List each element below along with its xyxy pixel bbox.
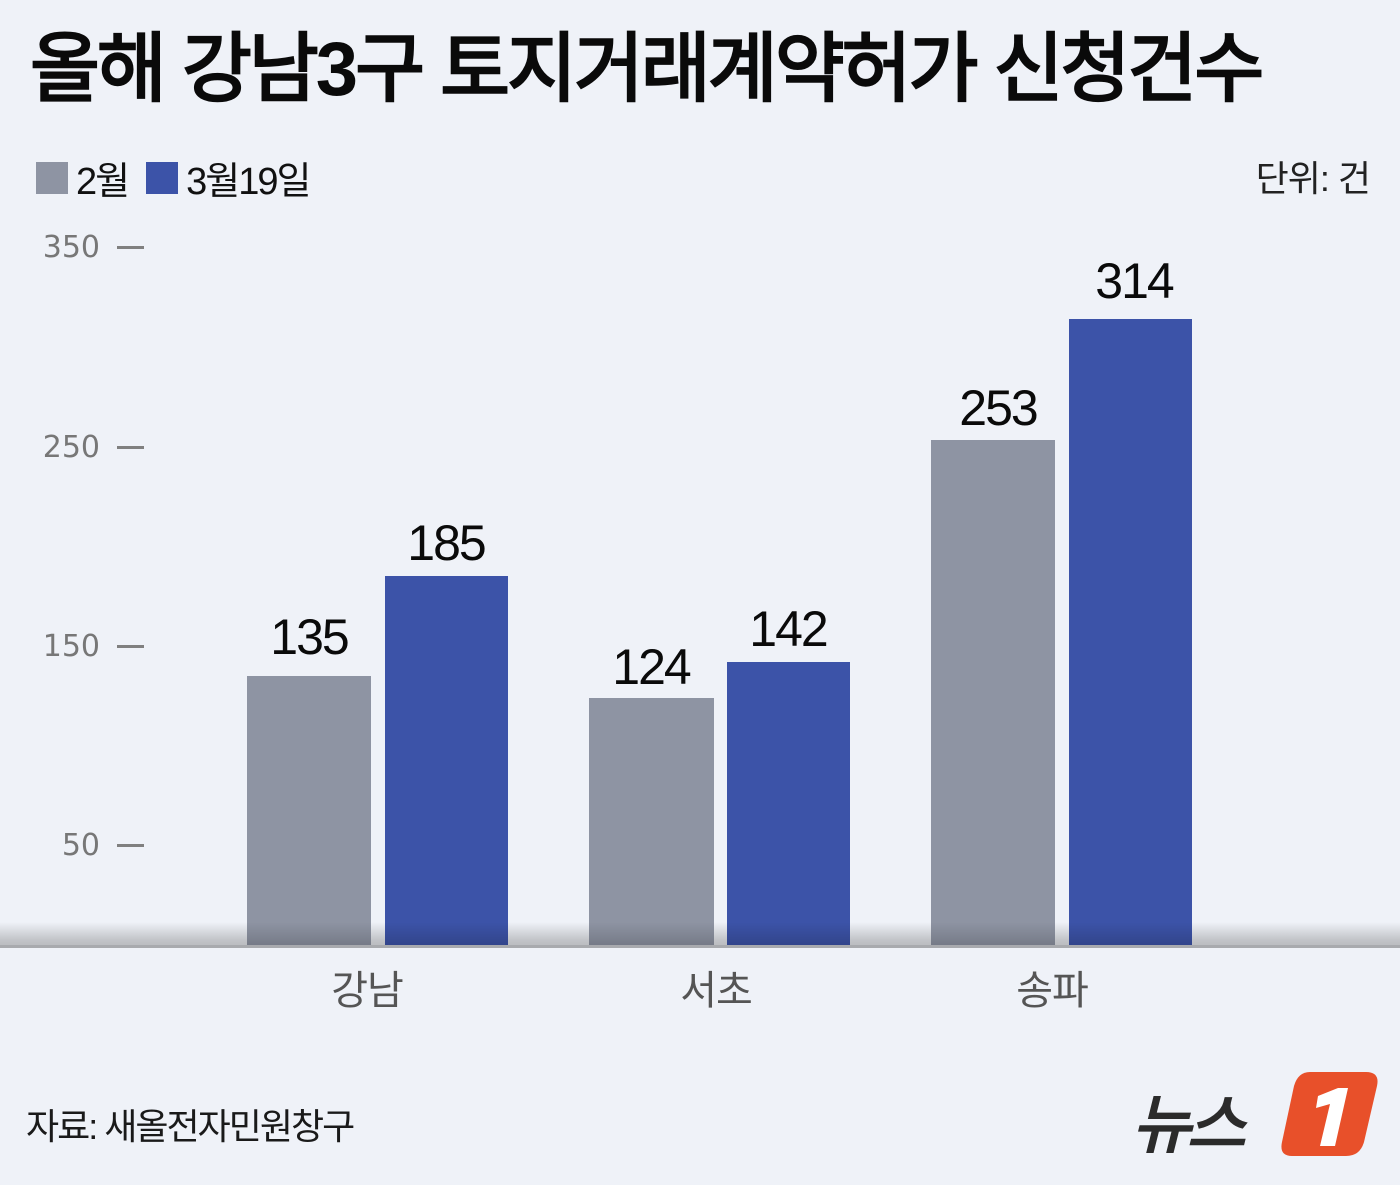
legend: 2월 3월19일	[36, 150, 327, 205]
logo-badge-icon	[1281, 1072, 1378, 1156]
y-tick-mark	[117, 645, 144, 648]
y-tick-50: 50	[0, 826, 145, 866]
y-tick-label: 250	[42, 430, 100, 465]
legend-swatch-mar19	[146, 161, 179, 194]
category-label-seocho: 서초	[680, 969, 753, 1013]
value-label-songpa-feb: 253	[959, 380, 1038, 436]
chart-title: 올해 강남3구 토지거래계약허가 신청건수	[30, 27, 1264, 112]
legend-label-feb: 2월	[76, 161, 130, 203]
bar-seocho-mar19	[727, 662, 850, 946]
bar-songpa-mar19	[1069, 319, 1192, 946]
value-label-gangnam-mar19: 185	[407, 515, 486, 571]
legend-item-mar19: 3월19일	[146, 150, 311, 205]
legend-swatch-feb	[36, 161, 68, 194]
unit-label: 단위: 건	[1255, 158, 1371, 199]
value-label-seocho-mar19: 142	[749, 601, 828, 657]
news1-logo: 뉴스	[1130, 1066, 1385, 1166]
bar-songpa-feb	[931, 440, 1055, 946]
y-tick-250: 250	[0, 428, 145, 468]
y-tick-mark	[117, 246, 144, 249]
y-tick-350: 350	[0, 228, 145, 268]
y-tick-mark	[117, 844, 144, 847]
x-axis-baseline	[0, 945, 1400, 948]
y-tick-label: 350	[42, 230, 100, 265]
category-label-gangnam: 강남	[331, 969, 404, 1013]
bar-gangnam-mar19	[385, 576, 508, 946]
legend-label-mar19: 3월19일	[186, 161, 311, 203]
y-tick-150: 150	[0, 627, 145, 667]
value-label-songpa-mar19: 314	[1095, 253, 1174, 309]
bar-seocho-feb	[589, 698, 714, 946]
source-note: 자료: 새올전자민원창구	[26, 1106, 355, 1147]
value-label-seocho-feb: 124	[612, 639, 691, 695]
y-tick-label: 50	[61, 828, 100, 863]
legend-item-feb: 2월	[36, 150, 130, 205]
value-label-gangnam-feb: 135	[270, 609, 349, 665]
bar-gangnam-feb	[247, 676, 371, 946]
y-tick-label: 150	[42, 629, 100, 664]
category-label-songpa: 송파	[1016, 969, 1089, 1013]
y-tick-mark	[117, 446, 144, 449]
logo-text: 뉴스	[1132, 1089, 1246, 1161]
